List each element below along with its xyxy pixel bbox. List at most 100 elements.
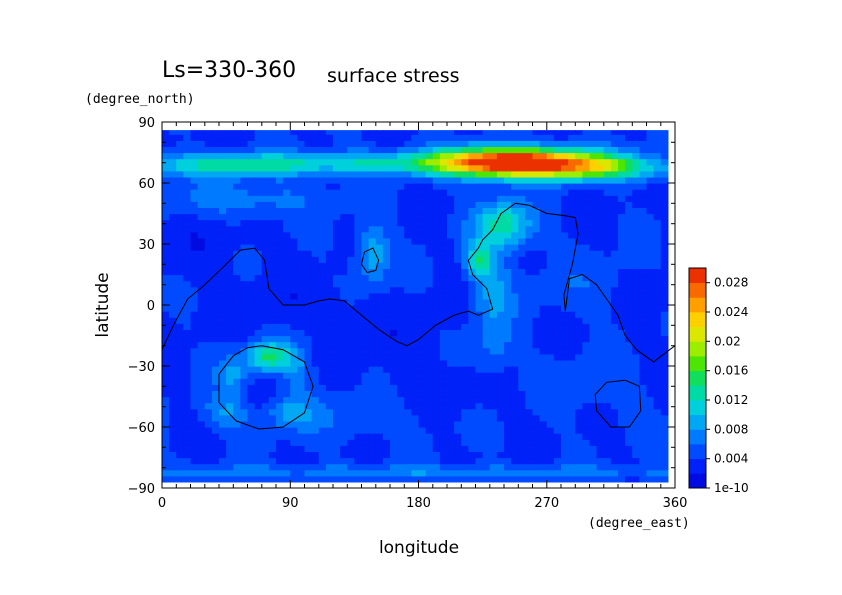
colorbar-cell	[689, 282, 706, 298]
heatmap-cell	[418, 408, 427, 416]
heatmap-cell	[183, 427, 192, 434]
heatmap-cell	[603, 366, 612, 373]
heatmap-cell	[639, 305, 648, 312]
heatmap-cell	[318, 164, 327, 172]
heatmap-cell	[589, 311, 598, 318]
heatmap-cell	[496, 268, 505, 276]
heatmap-cell	[333, 152, 341, 160]
heatmap-cell	[304, 451, 313, 459]
heatmap-cell	[589, 219, 598, 227]
heatmap-cell	[397, 280, 405, 288]
heatmap-cell	[610, 130, 619, 135]
heatmap-cell	[475, 207, 484, 215]
heatmap-cell	[496, 262, 505, 269]
heatmap-cell	[261, 286, 270, 294]
heatmap-cell	[233, 146, 241, 154]
heatmap-cell	[254, 457, 263, 465]
heatmap-cell	[290, 262, 298, 269]
heatmap-cell	[382, 152, 391, 160]
heatmap-cell	[219, 311, 227, 318]
heatmap-cell	[532, 195, 541, 202]
heatmap-cell	[204, 433, 213, 440]
heatmap-cell	[568, 414, 576, 422]
heatmap-cell	[610, 353, 619, 361]
heatmap-cell	[283, 213, 291, 221]
heatmap-cell	[311, 170, 320, 178]
heatmap-cell	[418, 372, 427, 379]
heatmap-cell	[447, 457, 455, 465]
heatmap-cell	[610, 262, 619, 269]
heatmap-cell	[382, 286, 391, 294]
heatmap-cell	[304, 134, 313, 141]
heatmap-cell	[340, 475, 348, 483]
heatmap-cell	[290, 439, 298, 446]
heatmap-cell	[625, 305, 633, 312]
heatmap-cell	[204, 359, 213, 367]
heatmap-cell	[568, 244, 576, 251]
heatmap-cell	[475, 130, 484, 135]
heatmap-cell	[439, 207, 448, 215]
heatmap-cell	[304, 420, 313, 428]
heatmap-cell	[368, 195, 377, 202]
heatmap-cell	[439, 256, 448, 263]
heatmap-cell	[539, 146, 548, 154]
heatmap-cell	[297, 366, 306, 373]
heatmap-cell	[190, 280, 199, 288]
heatmap-cell	[639, 146, 648, 154]
heatmap-cell	[660, 274, 669, 282]
heatmap-cell	[240, 439, 249, 446]
heatmap-cell	[268, 201, 277, 208]
heatmap-cell	[432, 183, 441, 190]
heatmap-cell	[582, 378, 591, 385]
heatmap-cell	[404, 414, 412, 422]
heatmap-cell	[432, 475, 441, 483]
heatmap-cell	[226, 317, 234, 324]
heatmap-cell	[183, 250, 192, 257]
heatmap-cell	[582, 268, 591, 276]
heatmap-cell	[625, 225, 633, 233]
heatmap-cell	[247, 329, 256, 337]
heatmap-cell	[568, 207, 576, 215]
heatmap-cell	[176, 396, 184, 404]
heatmap-cell	[340, 414, 348, 422]
heatmap-cell	[233, 244, 241, 251]
heatmap-cell	[447, 366, 455, 373]
heatmap-cell	[283, 268, 291, 276]
heatmap-cell	[646, 335, 655, 343]
heatmap-cell	[390, 329, 398, 337]
heatmap-cell	[311, 164, 320, 172]
heatmap-cell	[318, 274, 327, 282]
heatmap-cell	[162, 347, 170, 355]
heatmap-cell	[304, 457, 313, 465]
heatmap-cell	[162, 219, 170, 227]
heatmap-cell	[197, 384, 206, 391]
heatmap-cell	[511, 170, 519, 178]
heatmap-cell	[468, 402, 477, 410]
heatmap-cell	[318, 402, 327, 410]
heatmap-cell	[404, 195, 412, 202]
heatmap-cell	[504, 359, 512, 367]
heatmap-cell	[176, 366, 184, 373]
heatmap-cell	[375, 408, 384, 416]
heatmap-cell	[425, 378, 434, 385]
heatmap-cell	[475, 445, 484, 452]
heatmap-cell	[553, 292, 562, 300]
heatmap-cell	[354, 130, 363, 135]
heatmap-cell	[261, 420, 270, 428]
heatmap-cell	[596, 433, 605, 440]
heatmap-cell	[240, 317, 249, 324]
heatmap-cell	[268, 323, 277, 330]
heatmap-cell	[197, 262, 206, 269]
heatmap-cell	[176, 311, 184, 318]
heatmap-cell	[425, 176, 434, 184]
heatmap-cell	[489, 146, 498, 154]
heatmap-cell	[575, 231, 583, 239]
heatmap-cell	[447, 201, 455, 208]
heatmap-cell	[539, 475, 548, 483]
heatmap-cell	[561, 378, 569, 385]
heatmap-cell	[653, 469, 662, 477]
heatmap-cell	[646, 469, 655, 477]
heatmap-cell	[461, 280, 469, 288]
heatmap-cell	[496, 170, 505, 178]
heatmap-cell	[226, 158, 234, 166]
